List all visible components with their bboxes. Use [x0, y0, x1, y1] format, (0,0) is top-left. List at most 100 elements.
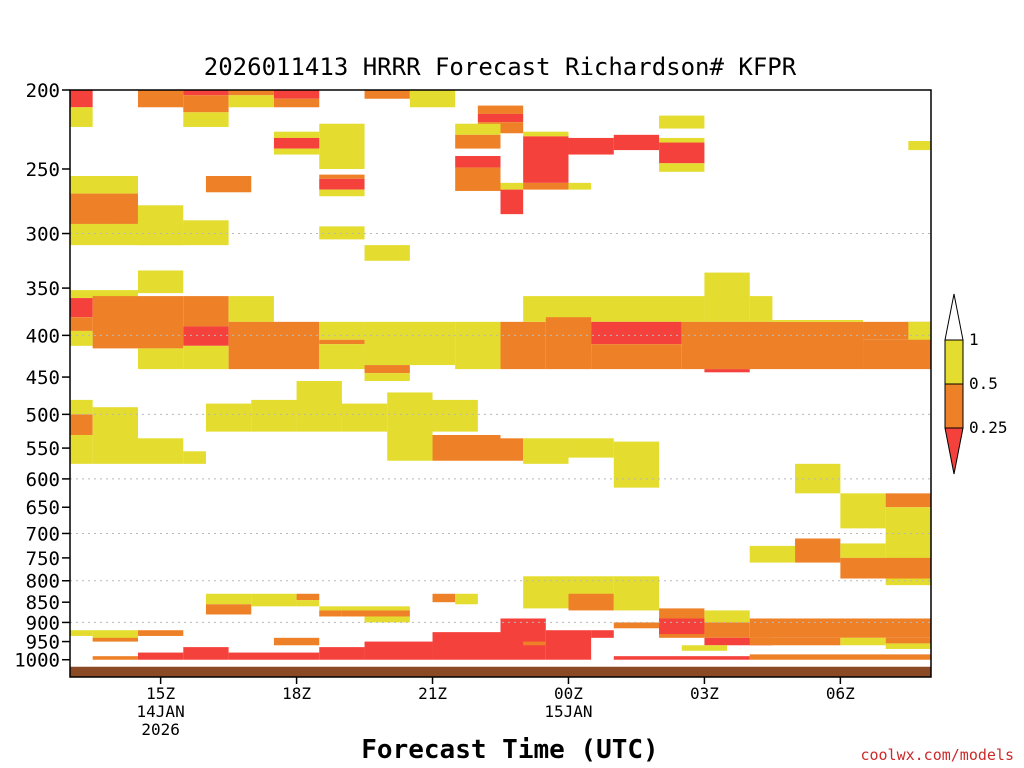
heatmap-cell: [319, 226, 365, 240]
heatmap-cell: [70, 434, 93, 464]
legend-swatch: [944, 383, 964, 429]
heatmap-cell: [749, 618, 931, 638]
heatmap-cell: [772, 319, 864, 322]
heatmap-cell: [92, 637, 138, 642]
heatmap-cell: [613, 656, 750, 660]
heatmap-cell: [70, 414, 93, 435]
heatmap-cell: [455, 593, 478, 605]
heatmap-cell: [840, 637, 886, 646]
heatmap-cell: [70, 176, 138, 194]
heatmap-cell: [319, 178, 365, 190]
heatmap-cell: [704, 637, 773, 646]
x-tick-label: 15JAN: [544, 702, 592, 721]
y-tick-label: 900: [26, 612, 60, 634]
heatmap-cell: [568, 593, 614, 611]
heatmap-cell: [568, 182, 592, 190]
heatmap-cell: [659, 115, 705, 129]
y-tick-label: 850: [26, 592, 60, 614]
y-tick-label: 350: [26, 278, 60, 300]
y-tick-label: 600: [26, 469, 60, 491]
heatmap-cell: [704, 610, 750, 623]
heatmap-cell: [137, 438, 184, 464]
heatmap-cell: [364, 373, 410, 381]
heatmap-cell: [273, 98, 320, 108]
heatmap-cell: [704, 272, 750, 322]
heatmap-cell: [296, 593, 320, 601]
heatmap-cell: [387, 392, 433, 461]
heatmap-cell: [591, 321, 682, 345]
y-tick-label: 450: [26, 367, 60, 389]
heatmap-cell: [228, 90, 274, 96]
heatmap-cell: [319, 610, 342, 617]
x-tick-label: 14JAN: [137, 702, 185, 721]
heatmap-cell: [92, 630, 138, 642]
heatmap-cell: [70, 399, 93, 415]
heatmap-cell: [228, 321, 320, 370]
legend-swatch: [944, 427, 964, 475]
heatmap-cell: [545, 630, 592, 660]
heatmap-cell: [500, 182, 524, 190]
surface-bar: [70, 666, 931, 677]
heatmap-cell: [863, 339, 931, 370]
heatmap-cell: [183, 95, 229, 113]
heatmap-cell: [319, 189, 365, 197]
y-tick-label: 950: [26, 632, 60, 654]
heatmap-cell: [409, 90, 456, 108]
heatmap-cell: [183, 112, 229, 127]
heatmap-cell: [137, 90, 184, 108]
heatmap-cell: [681, 645, 728, 651]
legend-label: 1: [969, 330, 979, 349]
heatmap-cell: [613, 134, 660, 151]
heatmap-cell: [500, 321, 546, 370]
heatmap-cell: [455, 134, 501, 149]
heatmap-cell: [840, 493, 886, 529]
y-tick-label: 1000: [14, 650, 60, 672]
heatmap-cell: [319, 123, 365, 169]
heatmap-cell: [137, 630, 184, 636]
heatmap-cell: [319, 647, 365, 660]
heatmap-cell: [500, 438, 524, 461]
heatmap-cell: [319, 606, 410, 611]
heatmap-cell: [523, 182, 569, 190]
heatmap-cell: [341, 610, 410, 617]
gridlines: [70, 233, 931, 623]
heatmap-cell: [296, 600, 320, 607]
heatmap-cell: [296, 399, 342, 432]
y-tick-label: 750: [26, 548, 60, 570]
heatmap-cell: [273, 90, 320, 99]
heatmap-cell: [70, 107, 93, 127]
x-tick-label: 00Z: [554, 684, 583, 703]
heatmap-cell: [273, 131, 320, 138]
heatmap-cell: [659, 142, 705, 164]
heatmap-cell: [908, 321, 931, 340]
heatmap-cell: [908, 141, 931, 151]
heatmap-cell: [659, 618, 705, 635]
heatmap-cell: [613, 441, 660, 488]
heatmap-cell: [251, 593, 297, 607]
heatmap-cell: [70, 298, 93, 318]
heatmap-cell: [205, 593, 252, 605]
heatmap-cell: [659, 163, 705, 172]
heatmap-cell: [319, 339, 365, 345]
heatmap-cell: [432, 434, 501, 461]
heatmap-cell: [183, 296, 229, 327]
x-axis-label: Forecast Time (UTC): [361, 735, 658, 765]
heatmap-cell: [92, 656, 138, 660]
heatmap-cell: [432, 632, 501, 660]
y-tick-label: 700: [26, 523, 60, 545]
heatmap-cell: [228, 95, 274, 108]
y-tick-label: 550: [26, 438, 60, 460]
heatmap-cell: [681, 321, 864, 370]
heatmap-cell: [364, 365, 410, 374]
heatmap-cell: [523, 131, 569, 137]
x-tick-label: 2026: [141, 720, 180, 739]
heatmap-cell: [455, 123, 501, 135]
heatmap-cell: [659, 137, 705, 143]
heatmap-cell: [749, 637, 841, 646]
heatmap-cell: [183, 647, 229, 660]
heatmap-cell: [840, 557, 931, 579]
heatmap-cell: [70, 290, 138, 299]
heatmap-cell: [455, 321, 501, 370]
